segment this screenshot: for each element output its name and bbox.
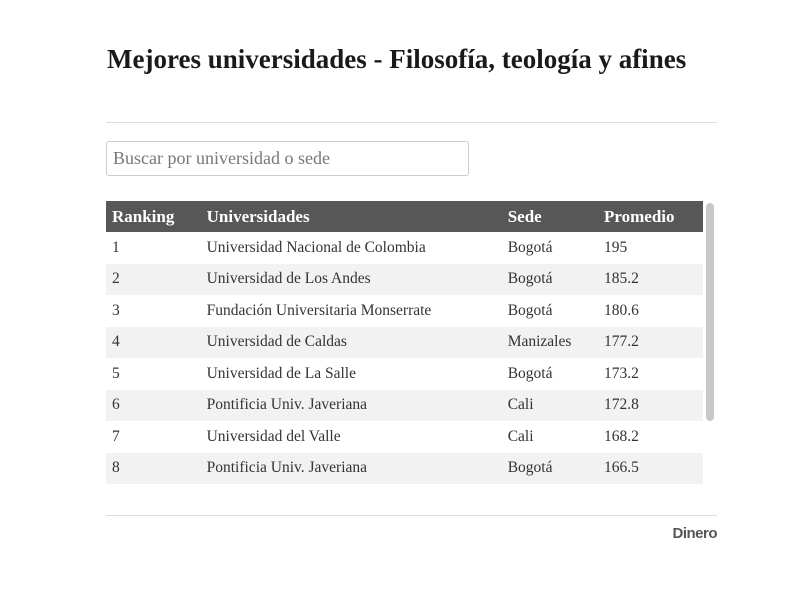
table-cell: 168.2 — [604, 427, 639, 445]
table-cell: 177.2 — [598, 326, 703, 358]
table-cell: Cali — [501, 389, 598, 421]
column-header[interactable]: Sede — [501, 201, 598, 232]
table-cell: Universidad de La Salle — [206, 364, 356, 382]
divider — [106, 515, 717, 516]
table-row: 7 Universidad del Valle Cali 168.2 — [106, 421, 703, 453]
table-cell: Bogotá — [501, 452, 598, 484]
table-cell: Universidad Nacional de Colombia — [206, 238, 426, 256]
table-cell: 8 — [106, 452, 201, 484]
column-header[interactable]: Universidades — [200, 201, 502, 232]
table-cell: Universidad de Los Andes — [200, 263, 502, 295]
table-cell: Bogotá — [507, 301, 553, 319]
table-row: 6 Pontificia Univ. Javeriana Cali 172.8 — [106, 389, 703, 421]
table-row: 4 Universidad de Caldas Manizales 177.2 — [106, 326, 703, 358]
table-cell: 173.2 — [604, 364, 639, 382]
table-row: 3 Fundación Universitaria Monserrate Bogot… — [106, 295, 703, 327]
header-row: Ranking Universidades Sede Promedio — [106, 201, 703, 232]
table-cell: 172.8 — [598, 389, 703, 421]
table-cell: 5 — [112, 364, 120, 382]
table-cell: Universidad de Caldas — [200, 326, 502, 358]
title: Mejores universidades - Filosofía, teolo… — [107, 44, 687, 74]
table-cell: Bogotá — [501, 263, 598, 295]
table-cell: Fundación Universitaria Monserrate — [206, 301, 432, 319]
table-cell: 2 — [106, 263, 201, 295]
column-header[interactable]: Ranking — [106, 201, 201, 232]
logo: Dinero — [672, 525, 717, 542]
table-cell: Pontificia Univ. Javeriana — [200, 389, 502, 421]
table-row: 5 Universidad de La Salle Bogotá 173.2 — [106, 358, 703, 390]
table-cell: 1 — [112, 238, 120, 256]
table-cell: 4 — [106, 326, 201, 358]
search-placeholder: Buscar por universidad o sede — [113, 148, 330, 168]
table-row: 8 Pontificia Univ. Javeriana Bogotá 166.5 — [106, 452, 703, 484]
table-row: 2 Universidad de Los Andes Bogotá 185.2 — [106, 263, 703, 295]
table-cell: 3 — [112, 301, 120, 319]
table-container: Ranking Universidades Sede Promedio 1 Univers… — [106, 201, 717, 497]
table-cell: 7 — [112, 427, 120, 445]
table-cell: 6 — [106, 389, 201, 421]
table-row: 1 Universidad Nacional de Colombia Bogotá 1… — [106, 232, 703, 264]
divider — [106, 122, 717, 123]
table-cell: Bogotá — [507, 364, 553, 382]
table-cell: Cali — [507, 427, 534, 445]
table-cell: Manizales — [501, 326, 598, 358]
table-cell: Bogotá — [507, 238, 553, 256]
table: Ranking Universidades Sede Promedio 1 Univers… — [106, 201, 703, 484]
table-cell: Universidad del Valle — [206, 427, 341, 445]
table-cell: 185.2 — [598, 263, 703, 295]
column-header[interactable]: Promedio — [598, 201, 703, 232]
table-cell: 180.6 — [604, 301, 639, 319]
table-cell: 195 — [604, 238, 628, 256]
scrollbar[interactable] — [706, 203, 714, 421]
table-cell: Pontificia Univ. Javeriana — [200, 452, 502, 484]
table-cell: 166.5 — [598, 452, 703, 484]
search-box[interactable]: Buscar por universidad o sede — [106, 141, 469, 176]
